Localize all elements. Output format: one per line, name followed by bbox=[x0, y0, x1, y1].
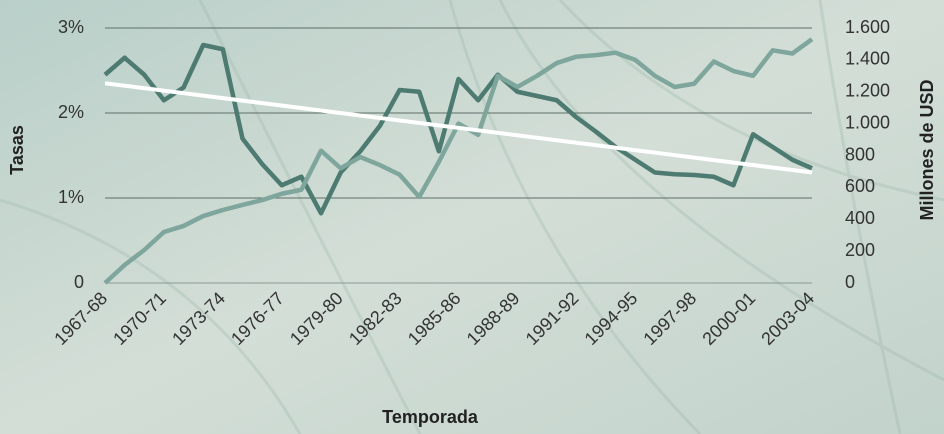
y2-tick-label: 1.000 bbox=[845, 112, 890, 132]
y-tick-label: 0 bbox=[74, 272, 84, 292]
y2-tick-label: 600 bbox=[845, 176, 875, 196]
x-axis-title: Temporada bbox=[382, 407, 479, 427]
y2-tick-label: 1.200 bbox=[845, 81, 890, 101]
y2-tick-label: 800 bbox=[845, 144, 875, 164]
y2-tick-label: 1.600 bbox=[845, 17, 890, 37]
y2-tick-label: 400 bbox=[845, 208, 875, 228]
y-tick-label: 3% bbox=[58, 17, 84, 37]
y2-tick-label: 200 bbox=[845, 240, 875, 260]
y-tick-label: 2% bbox=[58, 102, 84, 122]
y2-tick-label: 0 bbox=[845, 272, 855, 292]
y2-axis-title: Millones de USD bbox=[917, 79, 937, 220]
chart: Tasas Millones de USD Temporada 0 1% 2% 3% 0… bbox=[0, 0, 944, 434]
y2-tick-label: 1.400 bbox=[845, 49, 890, 69]
y-tick-label: 1% bbox=[58, 187, 84, 207]
y-axis-title: Tasas bbox=[7, 125, 27, 175]
